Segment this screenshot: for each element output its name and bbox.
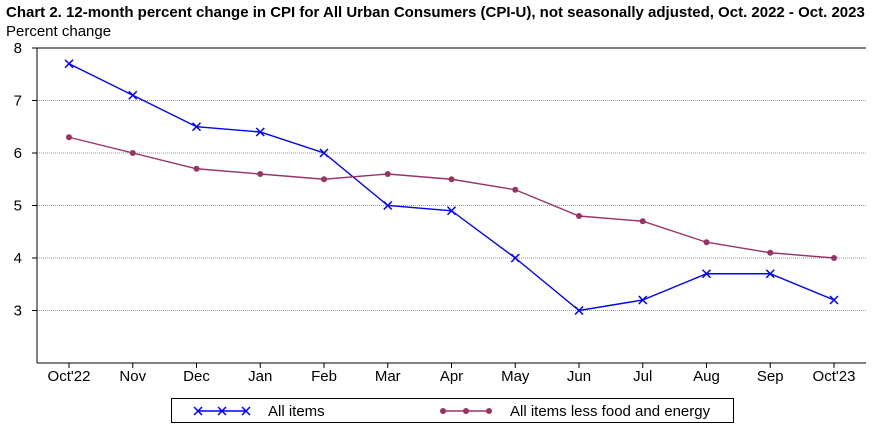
x-tick-label: Jul bbox=[633, 368, 652, 385]
legend: All items All items less food and energy bbox=[171, 398, 734, 423]
data-point-s1-7 bbox=[512, 186, 519, 193]
marker-stroke bbox=[638, 295, 648, 305]
data-point-s1-12 bbox=[831, 255, 837, 261]
x-tick-label: Mar bbox=[375, 368, 401, 385]
data-point-s1-5 bbox=[384, 171, 391, 177]
data-point-s0-1 bbox=[128, 90, 138, 100]
x-tick-label: Sep bbox=[757, 368, 784, 385]
data-point-s1-0 bbox=[66, 134, 72, 141]
x-tick-label: Oct'22 bbox=[48, 368, 91, 385]
x-tick-label: Dec bbox=[183, 368, 210, 385]
y-tick-label: 5 bbox=[14, 198, 22, 215]
legend-label-0: All items bbox=[268, 403, 325, 420]
data-point-s1-3 bbox=[257, 171, 264, 177]
marker-stroke bbox=[64, 59, 74, 69]
x-tick-label: Jun bbox=[567, 368, 591, 385]
data-point-s1-4 bbox=[321, 176, 327, 183]
data-point-s0-5 bbox=[383, 200, 393, 211]
data-point-s1-6 bbox=[448, 176, 455, 183]
marker-stroke bbox=[217, 406, 227, 416]
legend-label-1: All items less food and energy bbox=[510, 403, 711, 420]
data-point-s1-8 bbox=[576, 213, 582, 219]
data-point-s0-6 bbox=[446, 206, 457, 216]
marker-stroke bbox=[765, 269, 775, 279]
data-point-s0-3 bbox=[255, 127, 265, 137]
x-tick-label: Jan bbox=[248, 368, 272, 385]
legend-marker-1 bbox=[463, 408, 469, 414]
marker-stroke bbox=[829, 295, 839, 305]
series-group bbox=[64, 59, 839, 316]
axes bbox=[32, 47, 866, 368]
legend-marker-0 bbox=[193, 406, 203, 416]
chart-title: Chart 2. 12-month percent change in CPI … bbox=[6, 4, 865, 21]
data-point-s1-1 bbox=[129, 150, 136, 156]
data-point-s0-9 bbox=[638, 295, 648, 305]
marker-stroke bbox=[191, 122, 202, 132]
data-point-s0-4 bbox=[319, 148, 329, 158]
data-point-s1-10 bbox=[703, 239, 710, 246]
y-tick-label: 6 bbox=[14, 145, 22, 162]
x-tick-label: Apr bbox=[440, 368, 463, 385]
series-line-1 bbox=[68, 136, 835, 259]
marker-stroke bbox=[241, 406, 251, 416]
data-point-s0-10 bbox=[701, 269, 712, 279]
legend-marker-0 bbox=[241, 406, 251, 416]
marker-stroke bbox=[193, 406, 203, 416]
x-tick-label: Nov bbox=[119, 368, 146, 385]
data-point-s0-2 bbox=[191, 122, 202, 132]
grid-lines bbox=[37, 100, 866, 311]
marker-stroke bbox=[510, 253, 520, 263]
data-point-s1-9 bbox=[639, 218, 646, 225]
y-axis-label: Percent change bbox=[6, 23, 112, 40]
x-tick-label: May bbox=[501, 368, 530, 385]
y-tick-label: 8 bbox=[14, 40, 22, 57]
data-point-s0-11 bbox=[765, 269, 775, 279]
data-point-s1-11 bbox=[767, 249, 774, 256]
marker-stroke bbox=[319, 148, 329, 158]
legend-marker-1 bbox=[486, 408, 492, 414]
data-point-s0-7 bbox=[510, 253, 520, 263]
marker-stroke bbox=[128, 90, 138, 100]
y-tick-label: 4 bbox=[14, 250, 22, 267]
data-point-s0-12 bbox=[829, 295, 839, 305]
data-point-s1-2 bbox=[193, 165, 200, 172]
data-point-s0-0 bbox=[64, 59, 74, 69]
marker-stroke bbox=[574, 305, 584, 316]
data-point-s0-8 bbox=[574, 305, 584, 316]
marker-stroke bbox=[701, 269, 712, 279]
x-tick-labels: Oct'22 Nov Dec Jan Feb Mar Apr May Jun Jul Aug Sep O… bbox=[48, 368, 856, 385]
y-tick-label: 3 bbox=[14, 303, 22, 320]
y-tick-label: 7 bbox=[14, 93, 22, 110]
x-tick-label: Feb bbox=[311, 368, 337, 385]
legend-marker-0 bbox=[217, 406, 227, 416]
x-tick-label: Oct'23 bbox=[813, 368, 856, 385]
marker-stroke bbox=[255, 127, 265, 137]
x-tick-label: Aug bbox=[693, 368, 720, 385]
marker-stroke bbox=[446, 206, 457, 216]
y-tick-labels: 3 4 5 6 7 8 bbox=[14, 40, 22, 320]
marker-stroke bbox=[383, 200, 393, 211]
legend-marker-1 bbox=[440, 408, 446, 414]
